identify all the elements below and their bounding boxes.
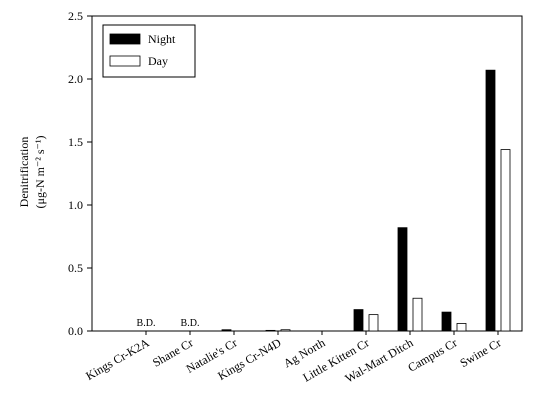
bar <box>397 227 408 332</box>
bar <box>412 297 423 332</box>
y-tick-label: 0.5 <box>68 261 83 275</box>
bar <box>353 309 364 332</box>
y-tick-label: 0.0 <box>68 324 83 338</box>
y-tick-label: 1.5 <box>68 135 83 149</box>
y-tick-label: 2.0 <box>68 72 83 86</box>
bar <box>280 329 291 332</box>
bar <box>265 329 276 332</box>
y-axis-label: Denitrification <box>17 137 31 208</box>
plot-frame <box>91 15 523 332</box>
bar <box>368 314 379 332</box>
value-label: B.D. <box>181 318 200 329</box>
legend-label: Day <box>148 54 168 68</box>
x-tick-label: Swine Cr <box>458 335 504 370</box>
y-axis-units: (μg-N m⁻² s⁻¹) <box>33 136 47 209</box>
bar <box>485 69 496 332</box>
legend-label: Night <box>148 32 176 46</box>
x-tick-label: Kings Cr-K2A <box>83 335 152 383</box>
y-tick-label: 1.0 <box>68 198 83 212</box>
bar <box>456 323 467 332</box>
value-label: B.D. <box>137 318 156 329</box>
bar <box>500 149 511 332</box>
y-tick-label: 2.5 <box>68 9 83 23</box>
bar <box>221 329 232 332</box>
legend-swatch <box>109 55 141 67</box>
legend-swatch <box>109 33 141 45</box>
bar <box>441 311 452 332</box>
legend-box <box>102 24 196 78</box>
x-tick-label: Campus Cr <box>405 335 459 374</box>
